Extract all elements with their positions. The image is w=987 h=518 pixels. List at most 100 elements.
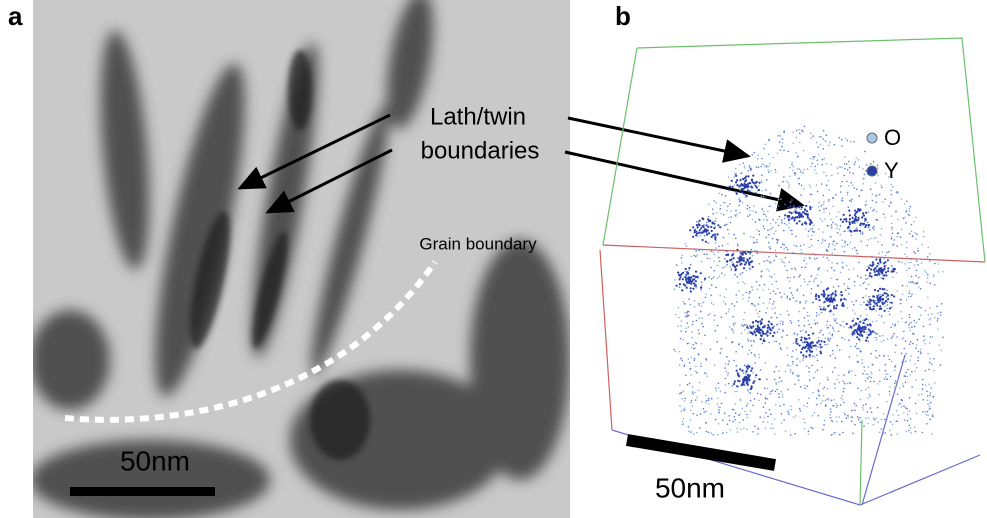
atom-dot bbox=[749, 165, 751, 167]
atom-dot bbox=[674, 279, 676, 281]
atom-dot bbox=[832, 433, 834, 435]
atom-dot bbox=[921, 244, 923, 246]
atom-dot bbox=[784, 265, 786, 267]
atom-dot bbox=[901, 262, 903, 264]
atom-dot bbox=[894, 370, 896, 372]
atom-dot bbox=[705, 410, 707, 412]
atom-dot bbox=[793, 343, 795, 345]
atom-dot bbox=[905, 222, 907, 224]
atom-dot bbox=[892, 233, 894, 235]
atom-dot bbox=[856, 336, 858, 338]
atom-dot bbox=[736, 249, 738, 251]
atom-dot bbox=[818, 229, 820, 231]
atom-dot bbox=[699, 220, 701, 222]
atom-dot bbox=[787, 411, 789, 413]
atom-dot bbox=[739, 258, 741, 260]
atom-dot bbox=[818, 296, 820, 298]
atom-dot bbox=[914, 426, 916, 428]
atom-dot bbox=[868, 341, 870, 343]
atom-dot bbox=[742, 382, 744, 384]
atom-dot bbox=[855, 323, 857, 325]
atom-dot bbox=[783, 230, 785, 232]
atom-dot bbox=[887, 298, 889, 300]
atom-dot bbox=[809, 356, 811, 358]
atom-dot bbox=[849, 200, 851, 202]
atom-dot bbox=[843, 214, 845, 216]
atom-dot bbox=[753, 210, 755, 212]
atom-dot bbox=[892, 414, 894, 416]
atom-dot bbox=[735, 210, 737, 212]
atom-dot bbox=[922, 379, 924, 381]
atom-dot bbox=[695, 271, 697, 273]
atom-dot bbox=[859, 224, 861, 226]
atom-dot bbox=[858, 348, 860, 350]
atom-dot bbox=[776, 242, 778, 244]
atom-dot bbox=[698, 329, 700, 331]
atom-dot bbox=[807, 403, 809, 405]
atom-dot bbox=[801, 267, 803, 269]
atom-dot bbox=[733, 360, 735, 362]
atom-dot bbox=[772, 238, 774, 240]
atom-dot bbox=[754, 354, 756, 356]
atom-dot bbox=[725, 303, 727, 305]
atom-dot bbox=[722, 267, 724, 269]
atom-dot bbox=[847, 415, 849, 417]
atom-dot bbox=[908, 208, 910, 210]
atom-dot bbox=[814, 323, 816, 325]
atom-dot bbox=[735, 175, 737, 177]
atom-dot bbox=[856, 230, 858, 232]
atom-dot bbox=[747, 353, 749, 355]
atom-dot bbox=[859, 285, 861, 287]
atom-dot bbox=[889, 386, 891, 388]
atom-dot bbox=[824, 337, 826, 339]
atom-dot bbox=[906, 372, 908, 374]
atom-dot bbox=[727, 372, 729, 374]
atom-dot bbox=[767, 398, 769, 400]
atom-dot bbox=[909, 359, 911, 361]
atom-dot bbox=[848, 207, 850, 209]
atom-dot bbox=[729, 186, 731, 188]
atom-dot bbox=[722, 432, 724, 434]
atom-dot bbox=[789, 205, 791, 207]
atom-dot bbox=[885, 364, 887, 366]
atom-dot bbox=[873, 161, 875, 163]
atom-dot bbox=[873, 308, 875, 310]
atom-dot bbox=[816, 354, 818, 356]
atom-dot bbox=[814, 279, 816, 281]
atom-dot bbox=[789, 261, 791, 263]
atom-dot bbox=[759, 311, 761, 313]
atom-dot bbox=[878, 272, 880, 274]
atom-dot bbox=[750, 167, 752, 169]
atom-dot bbox=[708, 403, 710, 405]
atom-dot bbox=[870, 377, 872, 379]
atom-dot bbox=[868, 227, 870, 229]
atom-dot bbox=[927, 274, 929, 276]
atom-dot bbox=[852, 248, 854, 250]
atom-dot bbox=[836, 421, 838, 423]
atom-dot bbox=[716, 212, 718, 214]
atom-dot bbox=[820, 352, 822, 354]
atom-dot bbox=[727, 243, 729, 245]
atom-dot bbox=[804, 281, 806, 283]
atom-cloud bbox=[673, 126, 943, 436]
atom-dot bbox=[816, 315, 818, 317]
atom-dot bbox=[788, 187, 790, 189]
atom-dot bbox=[765, 189, 767, 191]
atom-dot bbox=[889, 205, 891, 207]
atom-dot bbox=[716, 341, 718, 343]
atom-dot bbox=[869, 394, 871, 396]
atom-dot bbox=[766, 331, 768, 333]
atom-dot bbox=[908, 324, 910, 326]
atom-dot bbox=[772, 227, 774, 229]
atom-dot bbox=[772, 390, 774, 392]
atom-dot bbox=[736, 301, 738, 303]
atom-dot bbox=[800, 331, 802, 333]
atom-dot bbox=[772, 335, 774, 337]
atom-dot bbox=[742, 281, 744, 283]
atom-dot bbox=[828, 189, 830, 191]
atom-dot bbox=[908, 262, 910, 264]
atom-dot bbox=[791, 162, 793, 164]
atom-dot bbox=[802, 172, 804, 174]
panel-label: a bbox=[8, 1, 23, 31]
atom-dot bbox=[833, 318, 835, 320]
